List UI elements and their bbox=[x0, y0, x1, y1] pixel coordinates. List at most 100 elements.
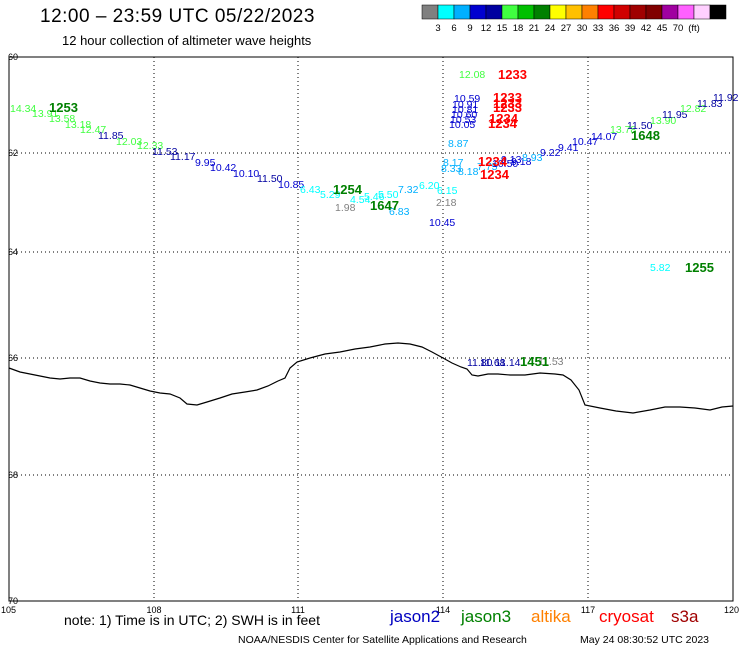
wave-height-label: 9.95 bbox=[195, 157, 216, 169]
wave-height-label: 13.90 bbox=[650, 115, 676, 127]
wave-height-label: 8.18 bbox=[458, 166, 479, 178]
pass-time-label: 1233 bbox=[493, 90, 522, 105]
legend-label: 18 bbox=[513, 23, 524, 34]
wave-height-label: 12.08 bbox=[459, 69, 485, 81]
wave-height-label: 11.80 bbox=[467, 357, 493, 369]
wave-height-label: 11.50 bbox=[627, 120, 653, 132]
lon-tick-label: 114 bbox=[436, 605, 450, 615]
wave-height-label: 10.42 bbox=[210, 162, 236, 174]
wave-height-label: 13.18 bbox=[65, 119, 91, 131]
sat-altika: altika bbox=[531, 607, 571, 626]
lon-tick-label: 108 bbox=[146, 605, 161, 615]
wave-height-label: 11.50 bbox=[257, 173, 283, 185]
footer-credit: NOAA/NESDIS Center for Satellite Applica… bbox=[238, 634, 527, 646]
wave-height-label: 12.47 bbox=[80, 124, 106, 136]
pass-time-label: 1233 bbox=[498, 67, 527, 82]
legend-label: 9 bbox=[467, 23, 472, 34]
wave-height-label: 14.07 bbox=[591, 131, 617, 143]
lat-tick-label: 62 bbox=[8, 148, 18, 158]
legend-label: 24 bbox=[545, 23, 556, 34]
footer-timestamp: May 24 08:30:52 UTC 2023 bbox=[580, 634, 709, 646]
legend-swatch bbox=[645, 4, 663, 20]
wave-height-label: 11.68 bbox=[480, 357, 506, 369]
legend-swatch bbox=[485, 4, 503, 20]
wave-height-label: 6.20 bbox=[419, 180, 440, 192]
legend-swatch bbox=[501, 4, 519, 20]
wave-height-label: 9.13 bbox=[501, 154, 522, 166]
legend-label: 27 bbox=[561, 23, 572, 34]
legend-swatch bbox=[597, 4, 615, 20]
legend-swatch bbox=[421, 4, 439, 20]
legend-label: 42 bbox=[641, 23, 652, 34]
wave-height-label: 10.50 bbox=[492, 158, 518, 170]
wave-height-label: 5.50 bbox=[378, 189, 399, 201]
sat-s3a: s3a bbox=[671, 607, 699, 626]
wave-height-label: 9.18 bbox=[511, 156, 532, 168]
wave-height-label: 10.45 bbox=[429, 217, 455, 229]
wave-height-label: 11.53 bbox=[538, 356, 564, 368]
lon-tick-label: 105 bbox=[1, 605, 16, 615]
wave-height-label: 10.53 bbox=[450, 114, 476, 126]
pass-time-label: 1253 bbox=[49, 100, 78, 115]
map-frame bbox=[8, 56, 734, 602]
legend-label: (ft) bbox=[688, 23, 700, 34]
graticule: 105 108 111 114 117 120 60 62 64 66 68 70 bbox=[1, 52, 739, 615]
wave-height-label: 11.53 bbox=[152, 146, 178, 158]
pass-time-label: 1234 bbox=[480, 167, 510, 182]
wave-height-label: 13.91 bbox=[32, 108, 58, 120]
wave-height-label: 11.17 bbox=[170, 151, 196, 163]
lon-tick-label: 111 bbox=[291, 605, 305, 615]
lat-tick-label: 68 bbox=[8, 470, 18, 480]
sat-jason3: jason3 bbox=[461, 607, 512, 626]
legend-swatch bbox=[693, 4, 711, 20]
pass-time-label: 1233 bbox=[493, 96, 522, 111]
wave-height-label: 7.32 bbox=[398, 184, 419, 196]
legend-label: 6 bbox=[451, 23, 456, 34]
wave-height-label: 11.83 bbox=[697, 98, 723, 110]
legend-label: 39 bbox=[625, 23, 636, 34]
wave-height-label: 11.85 bbox=[98, 130, 124, 142]
wave-height-label: 6.15 bbox=[437, 185, 458, 197]
pass-time-label: 1234 bbox=[489, 111, 519, 126]
wave-height-label: 8.17 bbox=[443, 157, 464, 169]
legend-swatch bbox=[709, 4, 727, 20]
wave-height-label: 13.78 bbox=[610, 124, 636, 136]
legend-swatch bbox=[437, 4, 455, 20]
lat-tick-label: 64 bbox=[8, 247, 18, 257]
lon-tick-label: 117 bbox=[581, 605, 595, 615]
pass-time-label: 1255 bbox=[685, 260, 714, 275]
wave-height-label: 10.81 bbox=[452, 104, 478, 116]
wave-height-label: 8.87 bbox=[448, 138, 469, 150]
wave-height-label: 6.43 bbox=[300, 184, 321, 196]
legend-swatch bbox=[629, 4, 647, 20]
legend-swatch bbox=[453, 4, 471, 20]
wave-height-label: 10.59 bbox=[454, 93, 480, 105]
wave-height-label: 8.93 bbox=[522, 152, 543, 164]
wave-height-label: 11.95 bbox=[662, 109, 688, 121]
legend-label: 3 bbox=[435, 23, 440, 34]
wave-height-label: 12.82 bbox=[680, 103, 706, 115]
wave-height-label: 12.33 bbox=[137, 140, 163, 152]
pass-time-label: 1234 bbox=[488, 116, 518, 131]
sat-jason2: jason2 bbox=[390, 607, 441, 626]
color-legend: 3 6 9 12 15 18 21 24 27 30 33 36 39 42 45 70 (ft) bbox=[421, 4, 727, 34]
wave-height-label: 2.18 bbox=[436, 197, 457, 209]
wave-height-label: 11.92 bbox=[713, 92, 739, 104]
legend-swatch bbox=[549, 4, 567, 20]
legend-swatch bbox=[565, 4, 583, 20]
lat-tick-label: 70 bbox=[8, 596, 18, 606]
legend-label: 33 bbox=[593, 23, 604, 34]
wave-height-label: 10.91 bbox=[452, 99, 478, 111]
wave-height-label: 6.83 bbox=[389, 206, 410, 218]
coastline bbox=[8, 342, 734, 414]
legend-label: 36 bbox=[609, 23, 620, 34]
wave-height-label: 9.41 bbox=[558, 142, 579, 154]
wave-height-label: 5.46 bbox=[364, 191, 385, 203]
legend-label: 12 bbox=[481, 23, 492, 34]
wave-height-label: 10.05 bbox=[449, 119, 475, 131]
lon-tick-label: 120 bbox=[724, 605, 739, 615]
legend-label: 70 bbox=[673, 23, 684, 34]
wave-height-label: 5.82 bbox=[650, 262, 671, 274]
legend-label: 21 bbox=[529, 23, 540, 34]
